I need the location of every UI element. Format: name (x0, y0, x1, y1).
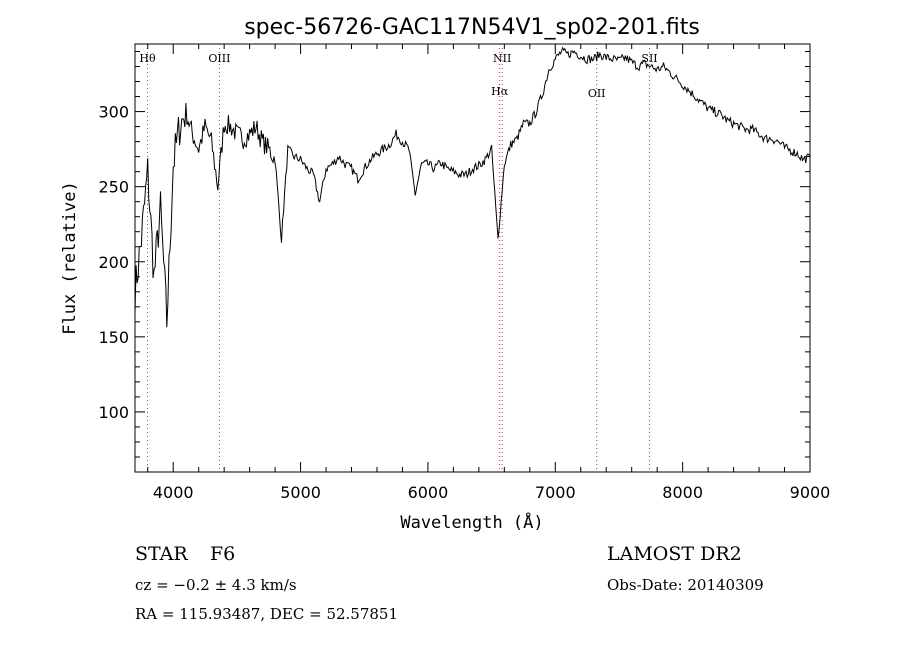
line-marker-label: Hθ (139, 52, 156, 65)
y-tick-label: 300 (98, 103, 129, 122)
line-marker-label: OII (588, 87, 606, 100)
chart-title: spec-56726-GAC117N54V1_sp02-201.fits (244, 15, 700, 40)
line-marker-label: OIII (208, 52, 230, 65)
line-marker-label: SII (641, 52, 657, 65)
x-tick-label: 6000 (408, 483, 449, 502)
object-class: STAR (135, 543, 188, 565)
object-subclass: F6 (210, 543, 235, 565)
line-marker-label: Hα (491, 85, 509, 98)
x-tick-label: 5000 (280, 483, 321, 502)
coordinates: RA = 115.93487, DEC = 52.57851 (135, 605, 398, 623)
plot-area: Hθ OIII NII Hα OII SII (134, 43, 811, 473)
line-marker-label: NII (493, 52, 511, 65)
survey-name: LAMOST DR2 (607, 543, 742, 565)
axis-ticks (135, 44, 811, 473)
x-tick-label: 4000 (153, 483, 194, 502)
x-axis-label: Wavelength (Å) (400, 511, 543, 533)
spectrum-line (134, 46, 811, 328)
plot-frame (134, 43, 811, 473)
observation-date: Obs-Date: 20140309 (607, 576, 764, 594)
y-tick-labels: 100 150 200 250 300 (98, 103, 129, 422)
redshift-cz: cz = −0.2 ± 4.3 km/s (135, 576, 297, 594)
line-marker-group: Hθ OIII NII Hα OII SII (139, 44, 658, 472)
x-tick-label: 7000 (535, 483, 576, 502)
x-tick-labels: 4000 5000 6000 7000 8000 9000 (153, 483, 831, 502)
y-tick-label: 150 (98, 328, 129, 347)
x-tick-label: 9000 (790, 483, 831, 502)
y-tick-label: 200 (98, 253, 129, 272)
y-tick-label: 250 (98, 178, 129, 197)
y-axis-label: Flux (relative) (60, 181, 80, 335)
y-tick-label: 100 (98, 403, 129, 422)
x-tick-label: 8000 (662, 483, 703, 502)
